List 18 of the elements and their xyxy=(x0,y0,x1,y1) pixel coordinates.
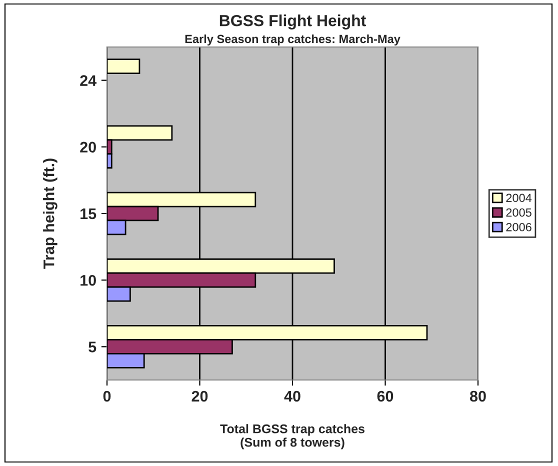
legend-label: 2004 xyxy=(506,194,532,202)
y-axis-title: Trap height (ft.) xyxy=(43,158,58,269)
chart-title: BGSS Flight Height xyxy=(220,14,366,30)
y-tick-label: 5 xyxy=(88,342,96,352)
x-axis-title: Total BGSS trap catches (Sum of 8 towers) xyxy=(220,424,364,450)
x-tick-label: 60 xyxy=(377,390,394,402)
y-tick-label: 15 xyxy=(80,208,96,220)
y-tick-label: 20 xyxy=(80,142,96,153)
y-tick-label: 24 xyxy=(80,75,97,86)
x-tick-label: 40 xyxy=(284,390,300,402)
x-tick-label: 0 xyxy=(103,390,111,402)
chart-subtitle: Early Season trap catches: March-May xyxy=(185,34,400,46)
y-tick-label: 10 xyxy=(80,274,96,286)
legend-label: 2006 xyxy=(506,222,532,232)
bar xyxy=(107,58,140,74)
x-tick-label: 80 xyxy=(470,390,486,402)
x-tick-label: 20 xyxy=(192,390,208,402)
legend-label: 2005 xyxy=(506,208,532,217)
